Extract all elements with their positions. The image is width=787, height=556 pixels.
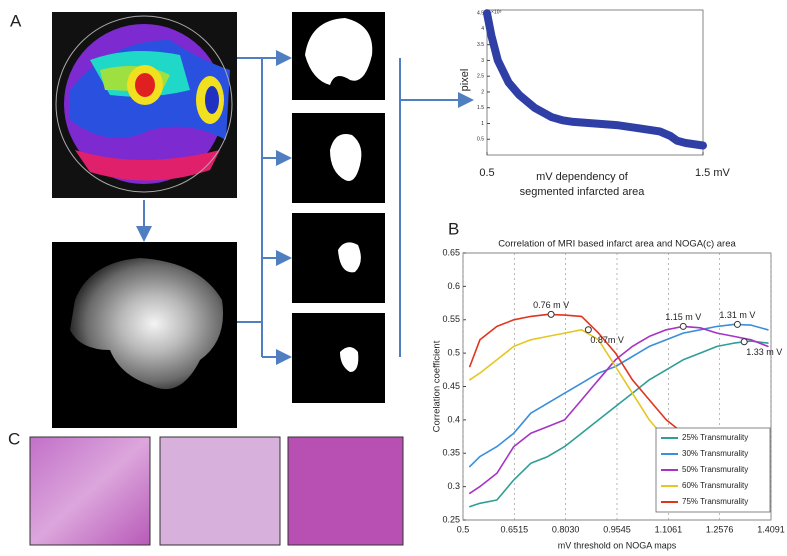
segmentation-masks: [292, 12, 385, 403]
arrows: [136, 50, 474, 365]
panel-label: B: [448, 219, 459, 238]
legend-label: 60% Transmurality: [682, 481, 748, 490]
y-tick-label: 0.45: [442, 381, 460, 391]
legend-label: 50% Transmurality: [682, 465, 748, 474]
data-line: [483, 9, 707, 150]
annotation: segmented infarcted area: [520, 186, 646, 198]
x-tick-label: 1.5 mV: [695, 167, 731, 179]
annotation: 0.76 m V: [533, 300, 569, 310]
y-tick-label: 1: [481, 121, 484, 127]
y-tick-label: 4.5: [477, 10, 484, 16]
y-tick-label: 0.6: [447, 281, 460, 291]
x-tick-label: 1.2576: [706, 524, 734, 534]
x-tick-label: 0.6515: [501, 524, 529, 534]
panel-label: A: [10, 11, 22, 30]
x-tick-label: 0.8030: [552, 524, 580, 534]
y-tick-label: 0.65: [442, 247, 460, 257]
y-multiplier: ×10⁵: [491, 9, 502, 15]
y-tick-label: 1.5: [477, 105, 484, 111]
annotation-marker: [547, 310, 555, 318]
legend-label: 75% Transmurality: [682, 497, 748, 506]
annotation: 1.15 m V: [665, 312, 701, 322]
annotation: 1.31 m V: [719, 310, 755, 320]
y-tick-label: 0.35: [442, 448, 460, 458]
legend-label: 30% Transmurality: [682, 449, 748, 458]
data-line: [469, 340, 769, 508]
annotation-marker: [740, 338, 748, 346]
x-tick-label: 0.9545: [603, 524, 631, 534]
annotation: 1.33 m V: [746, 347, 782, 357]
x-axis-label: mV threshold on NOGA maps: [558, 540, 677, 550]
annotation: mV dependency of: [536, 171, 629, 183]
x-tick-label: 1.4091: [757, 524, 785, 534]
y-tick-label: 3: [481, 58, 484, 64]
y-axis-label: pixel: [459, 69, 471, 92]
y-tick-label: 0.4: [447, 414, 460, 424]
panel-label: C: [8, 429, 20, 448]
histology-images: [29, 436, 404, 546]
x-tick-label: 1.1061: [655, 524, 683, 534]
y-tick-label: 2: [481, 89, 484, 95]
y-tick-label: 0.55: [442, 314, 460, 324]
y-tick-label: 0.25: [442, 514, 460, 524]
y-axis-label: Correlation coefficient: [432, 340, 443, 432]
y-tick-label: 4: [481, 26, 484, 32]
annotation-marker: [584, 326, 592, 334]
annotation-marker: [733, 320, 741, 328]
y-tick-label: 0.5: [477, 137, 484, 143]
annotation: 0.87m V: [590, 335, 624, 345]
y-tick-label: 2.5: [477, 74, 484, 80]
x-tick-label: 0.5: [457, 524, 470, 534]
legend-label: 25% Transmurality: [682, 433, 748, 442]
x-tick-label: 0.5: [479, 167, 494, 179]
noga-map: [52, 12, 237, 198]
y-tick-label: 3.5: [477, 42, 484, 48]
annotation-marker: [679, 322, 687, 330]
y-tick-label: 0.5: [447, 348, 460, 358]
chart-title: Correlation of MRI based infarct area an…: [498, 239, 736, 250]
mri-image: [52, 242, 237, 428]
y-tick-label: 0.3: [447, 481, 460, 491]
data-line: [469, 325, 769, 495]
